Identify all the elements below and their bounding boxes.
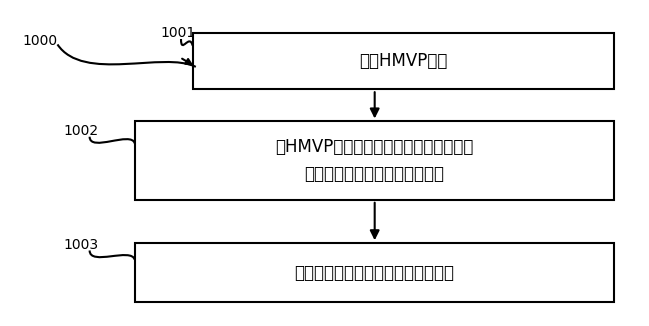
- Bar: [193, 33, 614, 89]
- Text: 1003: 1003: [64, 238, 99, 252]
- Text: 将HMVP列表中的一个或多个基于历史的
候选添加到运动信息候选列表中: 将HMVP列表中的一个或多个基于历史的 候选添加到运动信息候选列表中: [275, 139, 474, 183]
- Text: 1001: 1001: [160, 26, 195, 40]
- Bar: [135, 121, 614, 200]
- Text: 1002: 1002: [64, 124, 99, 138]
- Text: 构建HMVP列表: 构建HMVP列表: [359, 52, 448, 70]
- Text: 根据运动信息候选列表推导运动信息: 根据运动信息候选列表推导运动信息: [295, 264, 454, 282]
- Text: 1000: 1000: [22, 34, 57, 48]
- Bar: [135, 243, 614, 303]
